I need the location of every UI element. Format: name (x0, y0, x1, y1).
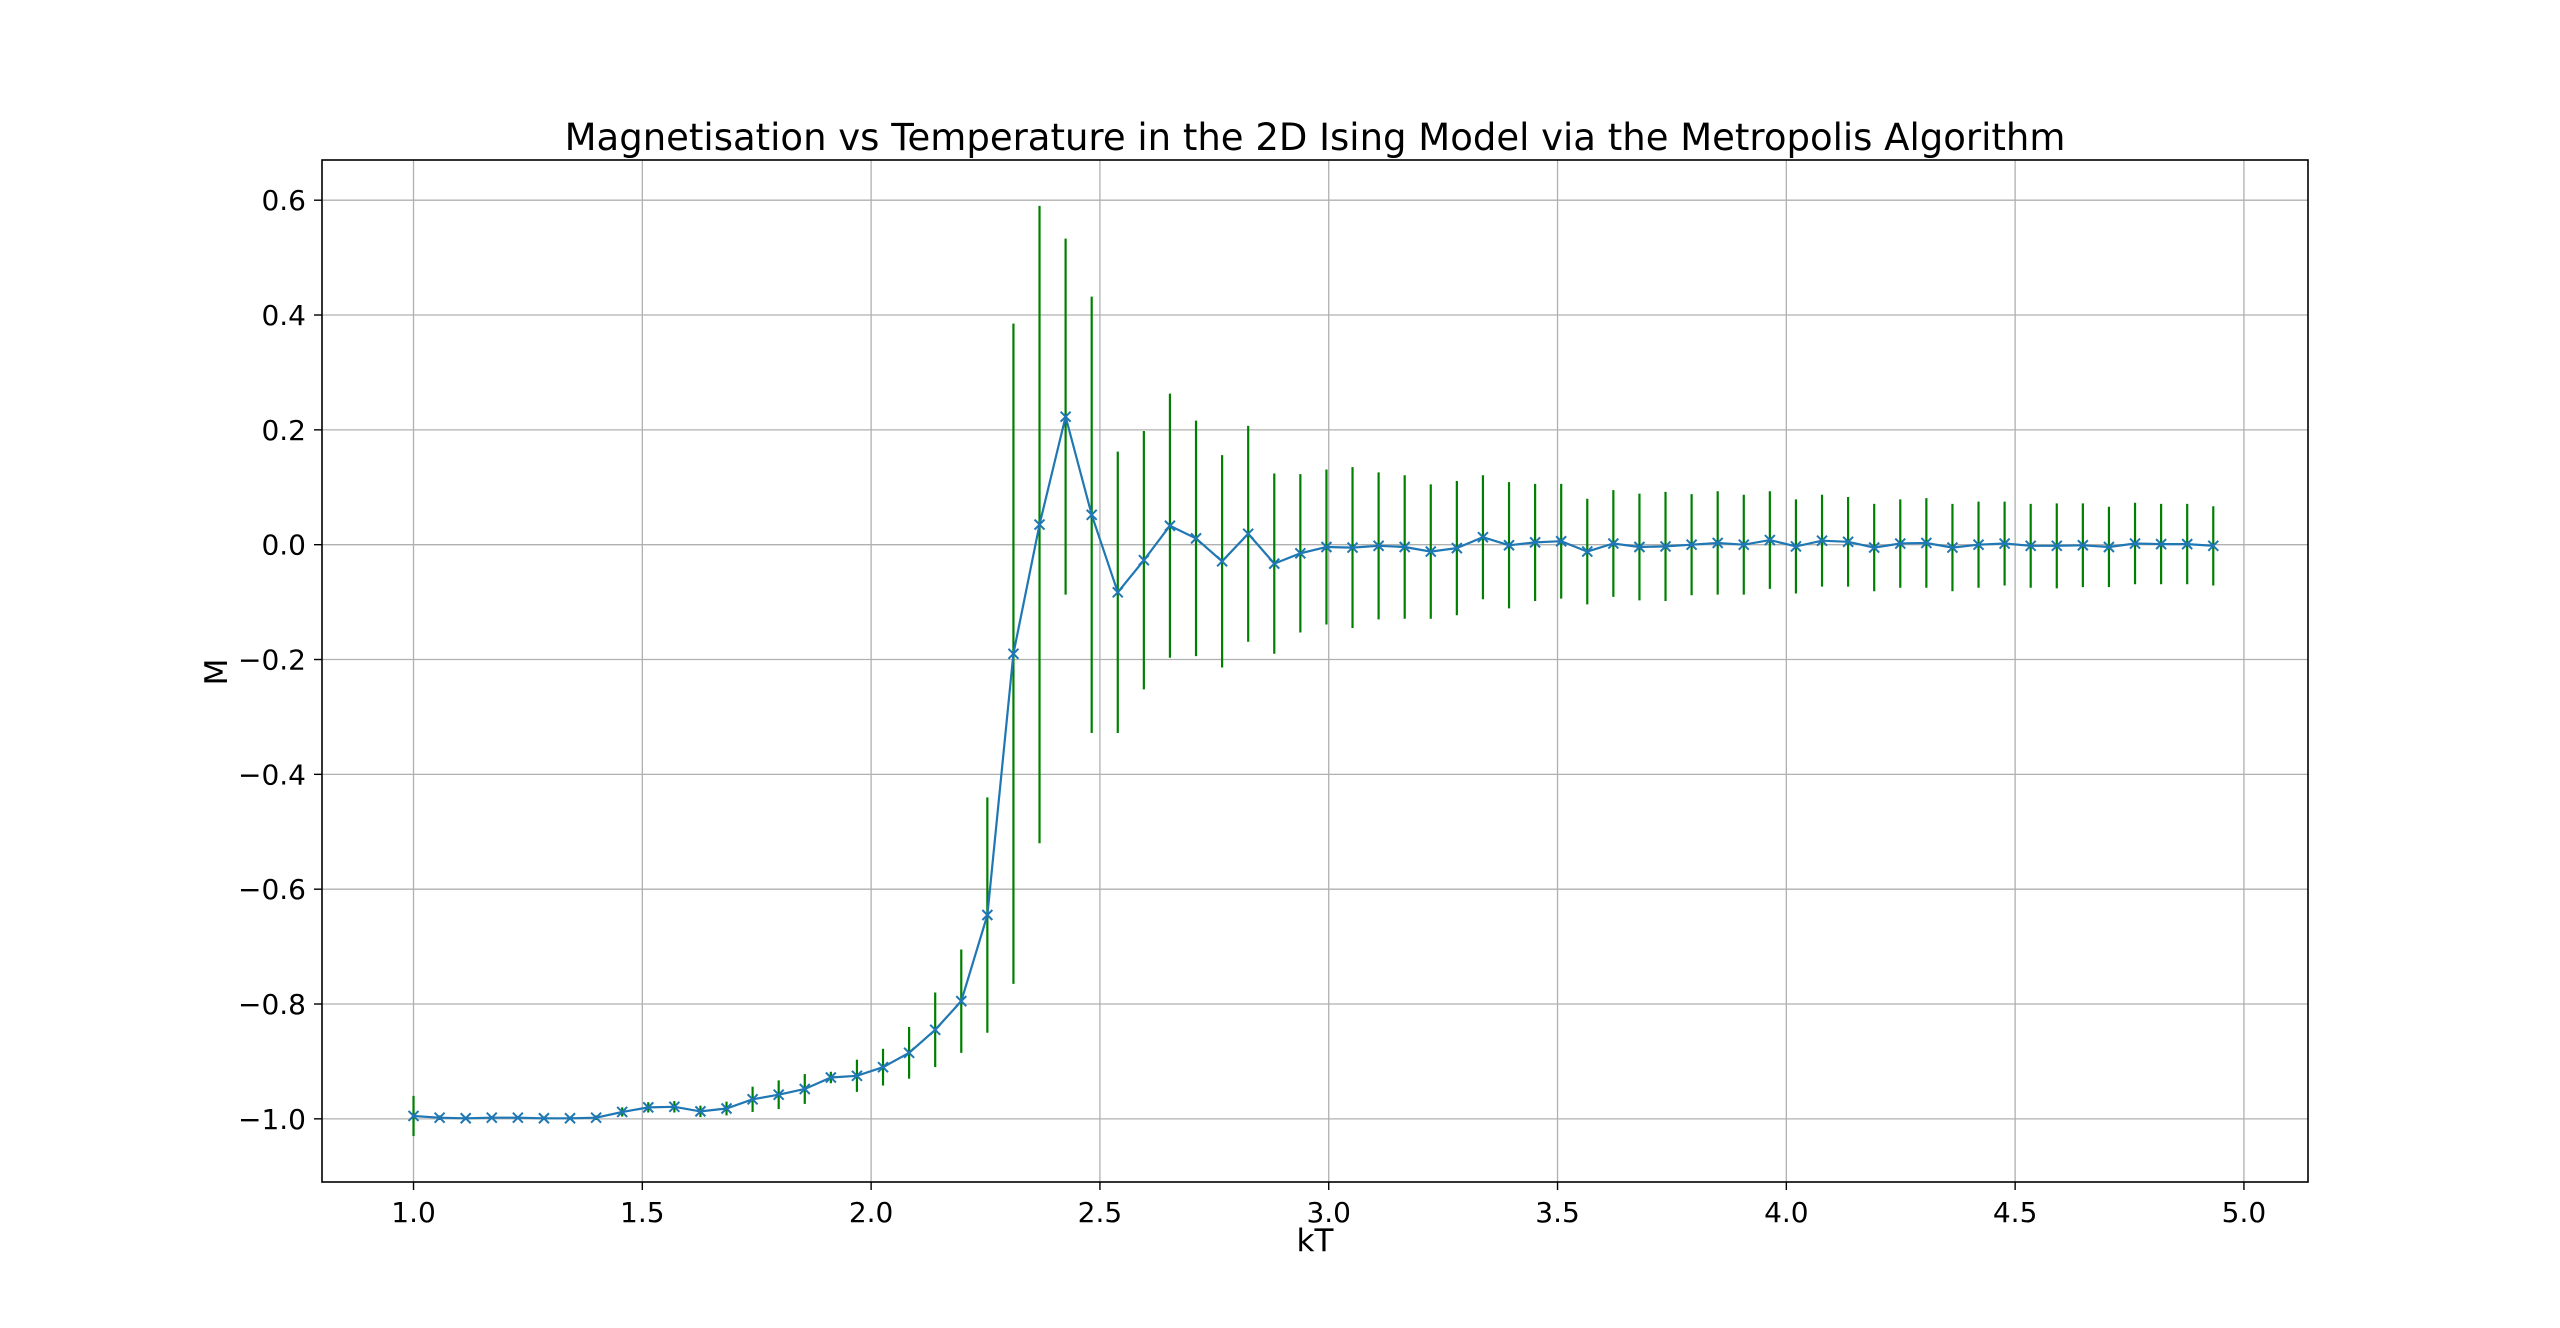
data-point (433, 1111, 446, 1124)
y-tick-label: 0.0 (261, 529, 306, 562)
series-line (413, 416, 2214, 1120)
data-point (1112, 586, 1124, 599)
data-point (851, 1070, 863, 1082)
data-point (825, 1071, 837, 1084)
y-axis-ticks: −1.0 −0.8 −0.6 −0.4 −0.2 0.0 0.2 0.4 0.6 (238, 184, 322, 1136)
data-point (1972, 538, 1985, 551)
data-point (1242, 528, 1254, 540)
data-point (1816, 534, 1828, 547)
data-point (1790, 540, 1802, 553)
data-point (2051, 540, 2063, 552)
data-point (1216, 555, 1228, 568)
data-point (1477, 531, 1489, 543)
data-point (1738, 538, 1750, 551)
data-point (1920, 537, 1933, 549)
data-point (1607, 537, 1620, 550)
data-point (407, 1110, 420, 1122)
x-tick-label: 2.5 (1078, 1196, 1123, 1229)
data-point (1711, 537, 1724, 549)
x-tick-label: 4.0 (1764, 1196, 1809, 1229)
data-point (1894, 537, 1906, 550)
y-axis-label: M (199, 659, 235, 686)
data-point (720, 1102, 733, 1115)
data-point (1946, 541, 1959, 554)
grid (322, 160, 2308, 1182)
data-point (1190, 532, 1202, 545)
data-point (1555, 535, 1567, 547)
data-point (1085, 509, 1098, 521)
data-point (1346, 541, 1359, 554)
data-point (1425, 545, 1437, 558)
data-point (1659, 540, 1672, 553)
data-point (2155, 538, 2167, 550)
data-point (903, 1047, 915, 1059)
data-point (642, 1101, 654, 1114)
data-point (1059, 410, 1072, 423)
data-point (2207, 540, 2219, 552)
data-point (981, 909, 994, 921)
data-point (955, 995, 967, 1007)
data-point (1268, 557, 1280, 570)
data-point (929, 1024, 941, 1036)
y-tick-label: −0.6 (238, 873, 306, 906)
data-point (1685, 538, 1698, 551)
data-point (1529, 536, 1541, 549)
data-point (2024, 540, 2037, 552)
data-point (772, 1089, 785, 1101)
data-point (512, 1111, 524, 1124)
data-point (1007, 648, 1020, 660)
data-point (1164, 520, 1176, 532)
data-point (1581, 545, 1593, 558)
plot-frame (321, 159, 2309, 1183)
data-point (590, 1111, 602, 1124)
x-tick-label: 3.0 (1306, 1196, 1351, 1229)
data-point (2103, 541, 2115, 553)
y-tick-label: 0.6 (261, 184, 306, 217)
data-point (746, 1093, 759, 1106)
data-point (2077, 539, 2089, 551)
data-point (1033, 518, 1046, 531)
x-tick-label: 3.5 (1535, 1196, 1580, 1229)
data-point (1320, 541, 1333, 553)
data-point (668, 1101, 681, 1113)
data-point (2181, 538, 2193, 550)
data-point (1633, 541, 1646, 553)
x-tick-label: 5.0 (2222, 1196, 2267, 1229)
data-point (2129, 537, 2141, 550)
chart-title: Magnetisation vs Temperature in the 2D I… (565, 116, 2066, 159)
data-point (459, 1112, 472, 1124)
x-tick-label: 2.0 (849, 1196, 894, 1229)
data-point (1451, 542, 1463, 554)
x-tick-label: 1.5 (620, 1196, 665, 1229)
x-axis-label: kT (1297, 1223, 1335, 1259)
data-point (1764, 534, 1776, 546)
y-tick-label: 0.2 (261, 414, 306, 447)
data-point (1138, 554, 1150, 566)
data-point (564, 1112, 576, 1124)
y-tick-label: −0.8 (238, 988, 306, 1021)
x-tick-label: 1.0 (391, 1196, 436, 1229)
data-point (799, 1083, 811, 1095)
data-point (1842, 536, 1854, 548)
data-point (616, 1106, 628, 1118)
data-point (1294, 547, 1307, 560)
x-tick-label: 4.5 (1993, 1196, 2038, 1229)
data-point (1503, 539, 1515, 551)
y-tick-label: 0.4 (261, 299, 306, 332)
data-point (486, 1111, 498, 1124)
data-point (1868, 541, 1880, 554)
data-point (538, 1112, 550, 1124)
y-tick-label: −0.4 (238, 758, 306, 791)
x-axis-ticks: 1.0 1.5 2.0 2.5 3.0 3.5 4.0 4.5 5.0 (391, 1182, 2266, 1229)
data-point (1398, 541, 1411, 553)
data-point (1998, 537, 2011, 550)
data-point (877, 1061, 889, 1073)
y-tick-label: −0.2 (238, 644, 306, 677)
markers (407, 410, 2219, 1124)
data-point (694, 1105, 707, 1118)
y-tick-label: −1.0 (238, 1103, 306, 1136)
data-point (1372, 540, 1385, 552)
